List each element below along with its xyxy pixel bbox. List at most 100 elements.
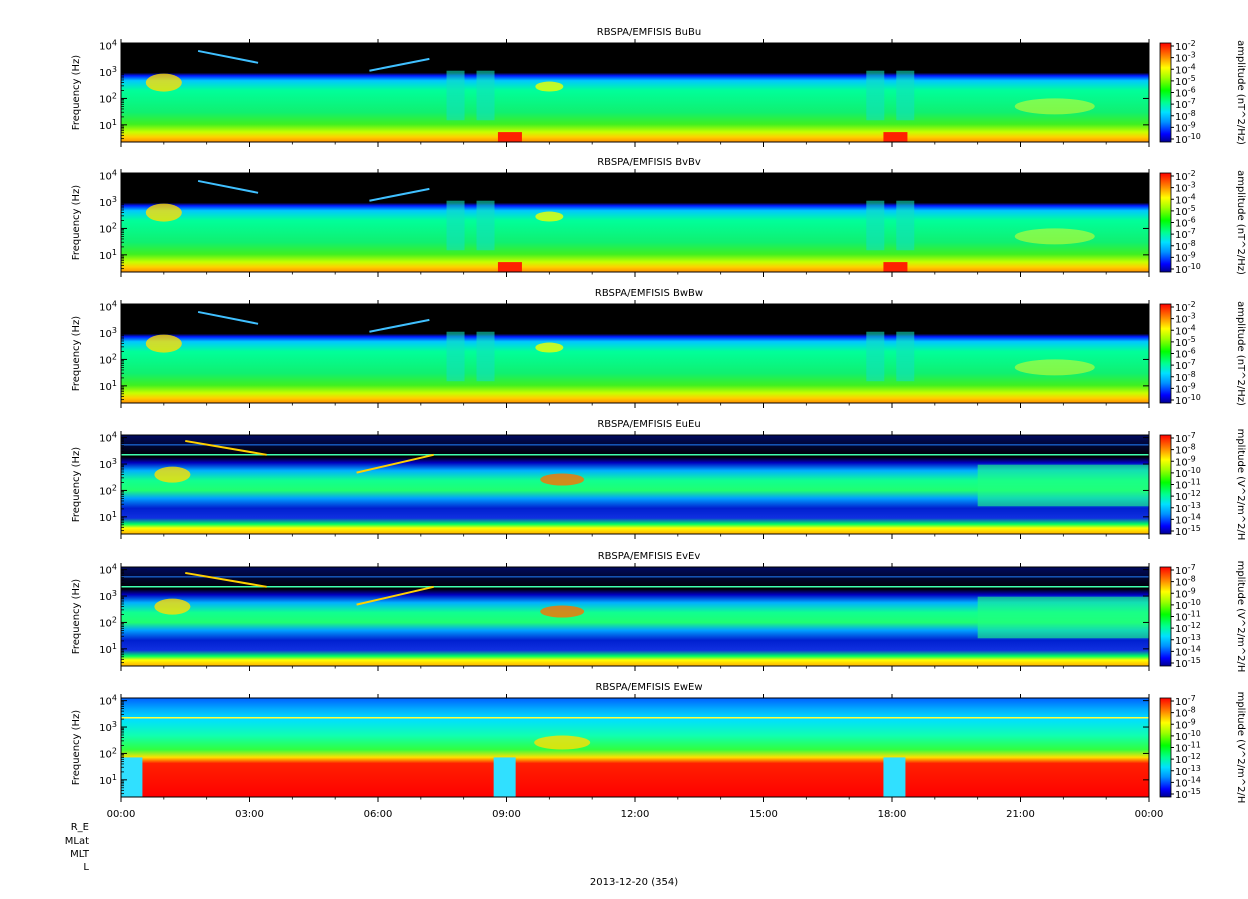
colorbar-tick-label: 10-2 — [1175, 39, 1196, 53]
x-tick-label: 03:00 — [235, 809, 264, 820]
panel-title: RBSPA/EMFISIS EuEu — [597, 419, 700, 430]
colorbar-tick-label: 10-4 — [1175, 323, 1196, 337]
colorbar-tick-label: 10-9 — [1175, 454, 1196, 468]
colorbar-tick-label: 10-8 — [1175, 443, 1196, 457]
colorbar: 10-210-310-410-510-610-710-810-910-10 amp… — [1159, 169, 1246, 276]
spectrogram-image — [121, 698, 1149, 797]
y-axis-label: Frequency (Hz) — [71, 447, 82, 523]
spectrogram-features — [121, 304, 1149, 382]
y-axis-label: Frequency (Hz) — [71, 710, 82, 786]
colorbar-tick-label: 10-14 — [1175, 644, 1201, 658]
colorbar-gradient — [1159, 697, 1172, 798]
colorbar: 10-710-810-910-1010-1110-1210-1310-1410-… — [1159, 692, 1246, 803]
colorbar-gradient — [1159, 303, 1172, 404]
y-tick-label: 104 — [99, 39, 117, 53]
x-tick-label: 21:00 — [1006, 809, 1035, 820]
colorbar-tick-label: 10-12 — [1175, 489, 1201, 503]
colorbar-tick-label: 10-13 — [1175, 501, 1201, 515]
colorbar-tick-label: 10-9 — [1175, 586, 1196, 600]
colorbar-tick-label: 10-11 — [1175, 478, 1201, 492]
panel-title: RBSPA/EMFISIS EvEv — [598, 551, 701, 562]
y-axis-label: Frequency (Hz) — [71, 316, 82, 392]
y-tick-label: 101 — [99, 118, 117, 132]
spectrogram-panel-2: RBSPA/EMFISIS BvBv Frequency (Hz) 101 102 10… — [71, 157, 1246, 277]
y-tick-label: 101 — [99, 773, 117, 787]
y-tick-label: 103 — [99, 589, 117, 603]
y-tick-label: 103 — [99, 195, 117, 209]
colorbar-tick-label: 10-15 — [1175, 524, 1201, 538]
colorbar-tick-label: 10-2 — [1175, 169, 1196, 183]
colorbar-tick-label: 10-12 — [1175, 621, 1201, 635]
colorbar-tick-label: 10-15 — [1175, 656, 1201, 670]
x-tick-label: 06:00 — [364, 809, 393, 820]
y-tick-label: 102 — [99, 746, 117, 760]
colorbar: 10-710-810-910-1010-1110-1210-1310-1410-… — [1159, 561, 1246, 673]
ephemeris-label-mlat: MLat — [65, 836, 89, 847]
y-tick-label: 101 — [99, 642, 117, 656]
x-tick-label: 12:00 — [621, 809, 650, 820]
colorbar-tick-label: 10-15 — [1175, 787, 1201, 801]
y-axis-label: Frequency (Hz) — [71, 579, 82, 655]
colorbar-tick-label: 10-7 — [1175, 563, 1196, 577]
colorbar-tick-label: 10-9 — [1175, 250, 1196, 264]
colorbar-tick-label: 10-3 — [1175, 51, 1196, 65]
colorbar-tick-label: 10-13 — [1175, 633, 1201, 647]
y-tick-label: 103 — [99, 326, 117, 340]
y-axis-label: Frequency (Hz) — [71, 55, 82, 131]
ephemeris-label-mlt: MLT — [70, 849, 90, 860]
spectrogram-panel-6: RBSPA/EMFISIS EwEw Frequency (Hz) 101 102 10… — [71, 682, 1246, 820]
colorbar-tick-label: 10-9 — [1175, 120, 1196, 134]
y-tick-label: 101 — [99, 510, 117, 524]
colorbar-tick-label: 10-9 — [1175, 381, 1196, 395]
spectrogram-panel-5: RBSPA/EMFISIS EvEv Frequency (Hz) 101 102 10… — [71, 551, 1246, 672]
spectrogram-features — [121, 173, 1149, 272]
colorbar-tick-label: 10-6 — [1175, 216, 1196, 230]
colorbar-tick-label: 10-3 — [1175, 312, 1196, 326]
colorbar-tick-label: 10-5 — [1175, 204, 1196, 218]
colorbar-tick-label: 10-10 — [1175, 132, 1201, 146]
colorbar-tick-label: 10-11 — [1175, 741, 1201, 755]
y-axis-label: Frequency (Hz) — [71, 185, 82, 261]
colorbar-tick-label: 10-7 — [1175, 97, 1196, 111]
y-tick-label: 104 — [99, 300, 117, 314]
colorbar-label: mplitude (V^2/m^2/H — [1235, 429, 1246, 541]
y-tick-label: 104 — [99, 694, 117, 708]
y-tick-label: 102 — [99, 352, 117, 366]
ephemeris-labels: R_E MLat MLT L — [65, 822, 90, 873]
colorbar-label: amplitude (nT^2/Hz) — [1235, 40, 1246, 145]
spectrogram-features — [121, 717, 1149, 797]
colorbar-tick-label: 10-4 — [1175, 62, 1196, 76]
colorbar: 10-210-310-410-510-610-710-810-910-10 amp… — [1159, 300, 1246, 407]
colorbar-tick-label: 10-9 — [1175, 717, 1196, 731]
date-label: 2013-12-20 (354) — [590, 877, 678, 888]
spectrogram-features — [121, 43, 1149, 142]
y-tick-label: 102 — [99, 221, 117, 235]
colorbar-tick-label: 10-13 — [1175, 764, 1201, 778]
colorbar-gradient — [1159, 566, 1172, 667]
x-tick-label: 00:00 — [107, 809, 136, 820]
y-tick-label: 104 — [99, 563, 117, 577]
colorbar-tick-label: 10-8 — [1175, 575, 1196, 589]
colorbar-tick-label: 10-6 — [1175, 86, 1196, 100]
colorbar-gradient — [1159, 434, 1172, 535]
colorbar-tick-label: 10-10 — [1175, 729, 1201, 743]
colorbar-tick-label: 10-14 — [1175, 775, 1201, 789]
y-tick-label: 102 — [99, 91, 117, 105]
colorbar-tick-label: 10-2 — [1175, 300, 1196, 314]
colorbar-tick-label: 10-3 — [1175, 181, 1196, 195]
colorbar-tick-label: 10-10 — [1175, 598, 1201, 612]
colorbar-tick-label: 10-4 — [1175, 192, 1196, 206]
colorbar-tick-label: 10-10 — [1175, 262, 1201, 276]
y-tick-label: 103 — [99, 457, 117, 471]
colorbar-tick-label: 10-6 — [1175, 347, 1196, 361]
y-tick-label: 104 — [99, 431, 117, 445]
colorbar-tick-label: 10-11 — [1175, 610, 1201, 624]
y-tick-label: 102 — [99, 615, 117, 629]
colorbar-gradient — [1159, 172, 1172, 273]
x-tick-label: 00:00 — [1135, 809, 1164, 820]
colorbar-label: mplitude (V^2/m^2/H — [1235, 561, 1246, 673]
y-tick-label: 101 — [99, 248, 117, 262]
colorbar: 10-210-310-410-510-610-710-810-910-10 amp… — [1159, 39, 1246, 146]
colorbar-tick-label: 10-8 — [1175, 109, 1196, 123]
